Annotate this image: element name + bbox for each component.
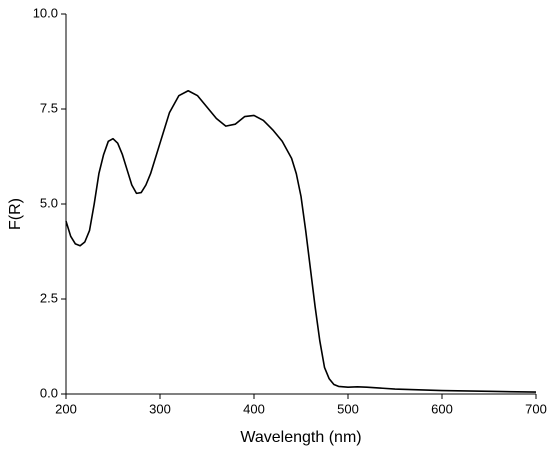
x-tick-label: 500: [337, 401, 359, 416]
x-tick-label: 300: [149, 401, 171, 416]
x-tick-label: 400: [243, 401, 265, 416]
y-tick-label: 0.0: [40, 385, 58, 400]
y-tick-label: 2.5: [40, 290, 58, 305]
x-tick-label: 600: [431, 401, 453, 416]
x-axis-label: Wavelength (nm): [240, 429, 361, 446]
y-tick-label: 7.5: [40, 100, 58, 115]
y-axis-label: F(R): [7, 198, 24, 230]
x-tick-label: 200: [55, 401, 77, 416]
y-tick-label: 5.0: [40, 195, 58, 210]
x-tick-label: 700: [525, 401, 547, 416]
data-line: [65, 89, 537, 393]
y-tick-label: 10.0: [33, 5, 58, 20]
